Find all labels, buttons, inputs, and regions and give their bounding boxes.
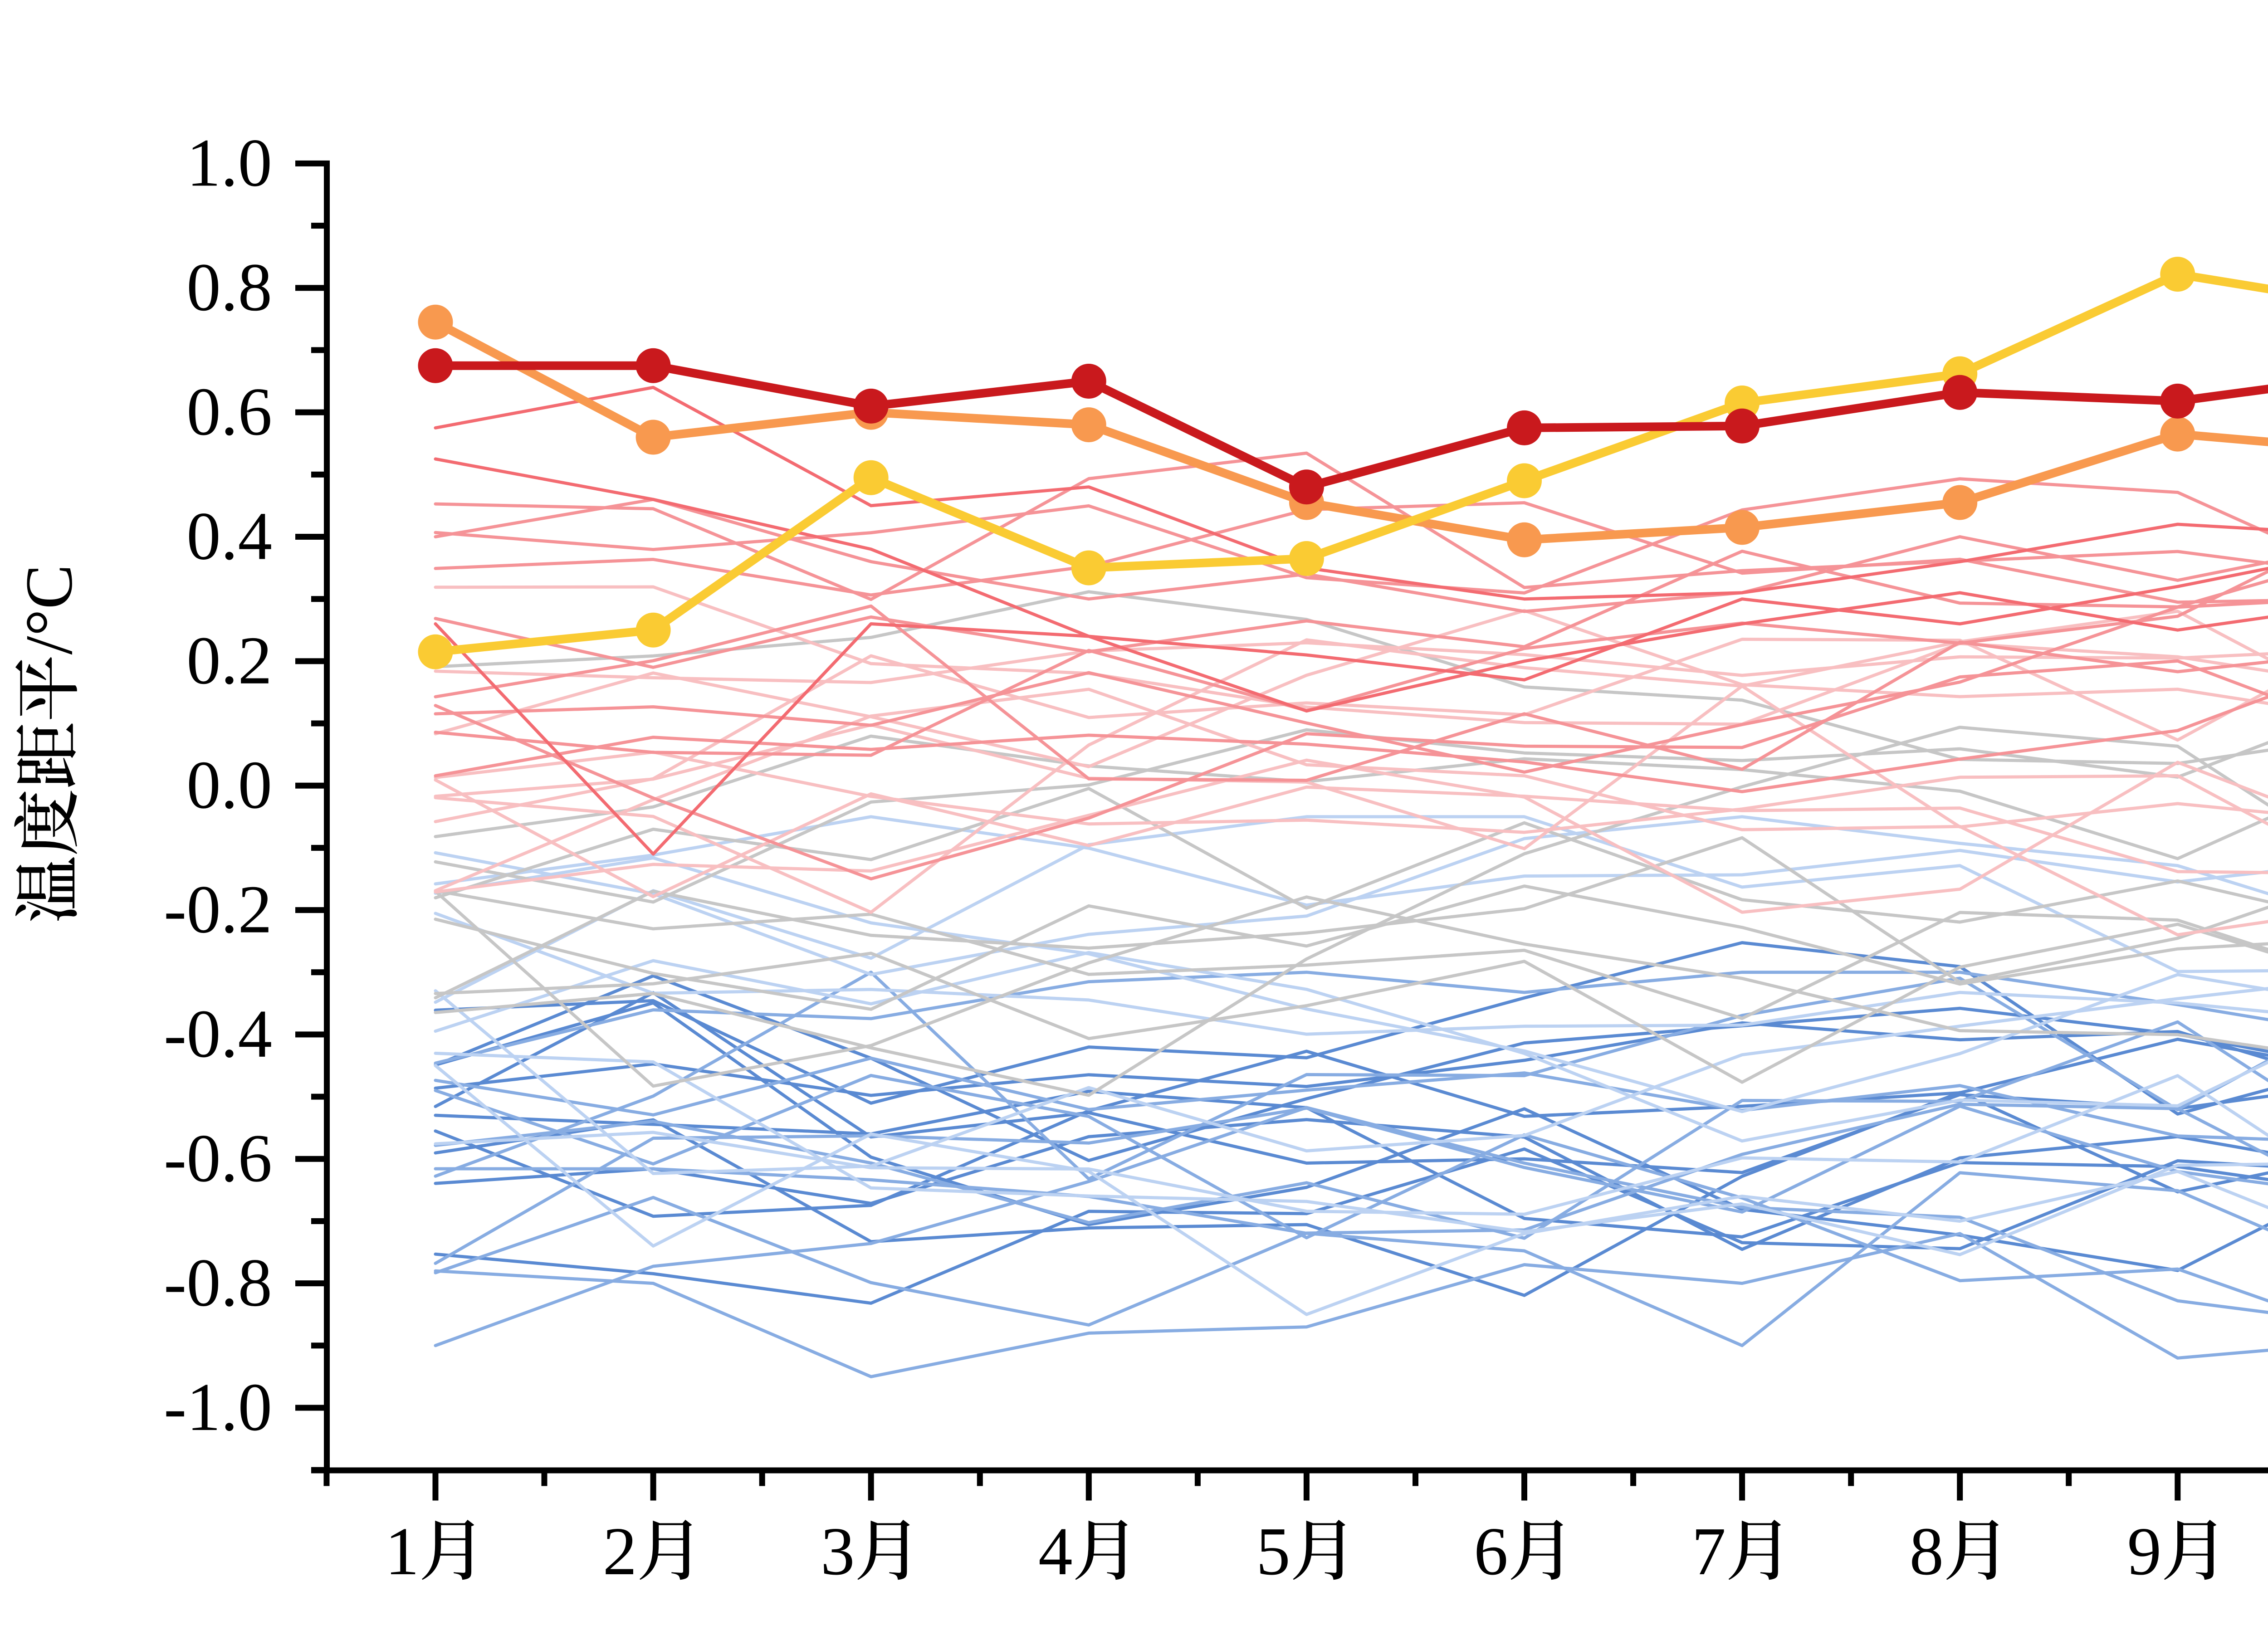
svg-text:0.0: 0.0 (186, 747, 272, 823)
svg-text:6: 6 (1474, 1513, 1508, 1589)
svg-text:-0.4: -0.4 (164, 996, 272, 1072)
svg-text:2: 2 (603, 1513, 637, 1589)
svg-text:4: 4 (1038, 1513, 1073, 1589)
svg-text:-0.8: -0.8 (164, 1245, 272, 1321)
svg-text:1: 1 (385, 1513, 420, 1589)
svg-text:3: 3 (821, 1513, 855, 1589)
svg-text:7: 7 (1691, 1513, 1726, 1589)
svg-text:5: 5 (1256, 1513, 1290, 1589)
svg-text:0.6: 0.6 (186, 373, 272, 449)
svg-text:-1.0: -1.0 (164, 1369, 272, 1445)
svg-text:9: 9 (2127, 1513, 2162, 1589)
svg-text:-0.2: -0.2 (164, 871, 272, 947)
svg-text:0.4: 0.4 (186, 498, 272, 574)
svg-text:0.8: 0.8 (186, 249, 272, 325)
svg-text:0.2: 0.2 (186, 622, 272, 698)
svg-text:8: 8 (1910, 1513, 1944, 1589)
svg-text:-0.6: -0.6 (164, 1120, 272, 1196)
svg-text:/°C: /°C (12, 564, 87, 654)
svg-text:1.0: 1.0 (186, 124, 272, 200)
